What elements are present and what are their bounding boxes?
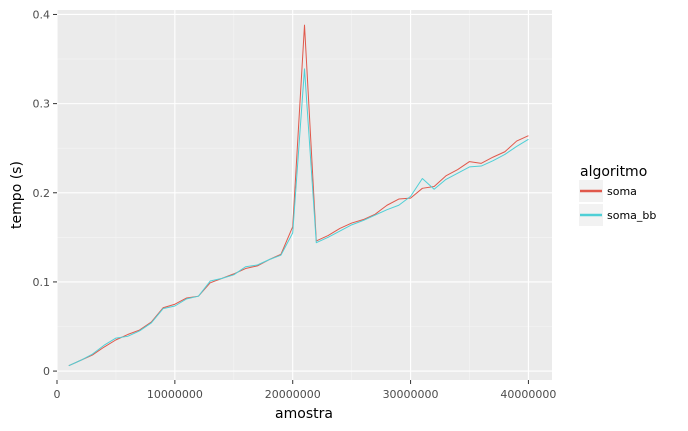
legend: algoritmo soma soma_bb xyxy=(579,164,656,226)
legend-items: soma soma_bb xyxy=(579,180,656,226)
grid-minor xyxy=(57,10,552,380)
y-tick-label: 0.4 xyxy=(33,8,51,21)
y-tick-label: 0 xyxy=(43,365,50,378)
y-axis-title: tempo (s) xyxy=(9,161,25,229)
x-tick-label: 40000000 xyxy=(500,388,556,401)
series-line-soma-bb xyxy=(68,68,529,367)
x-tick-label: 30000000 xyxy=(383,388,439,401)
x-axis: 0 10000000 20000000 30000000 40000000 xyxy=(54,380,556,401)
y-tick-label: 0.3 xyxy=(33,98,51,111)
y-axis: 0 0.1 0.2 0.3 0.4 xyxy=(33,8,57,378)
x-tick-label: 0 xyxy=(54,388,61,401)
series-line-soma xyxy=(68,24,529,367)
series-layer xyxy=(68,24,529,367)
x-axis-title: amostra xyxy=(275,406,333,422)
x-tick-label: 20000000 xyxy=(265,388,321,401)
panel-background xyxy=(57,10,552,380)
x-tick-label: 10000000 xyxy=(147,388,203,401)
grid-major xyxy=(56,10,552,380)
y-tick-label: 0.1 xyxy=(33,276,51,289)
legend-label: soma_bb xyxy=(607,209,656,222)
legend-label: soma xyxy=(607,185,637,198)
legend-title: algoritmo xyxy=(580,164,647,180)
y-tick-label: 0.2 xyxy=(33,187,51,200)
